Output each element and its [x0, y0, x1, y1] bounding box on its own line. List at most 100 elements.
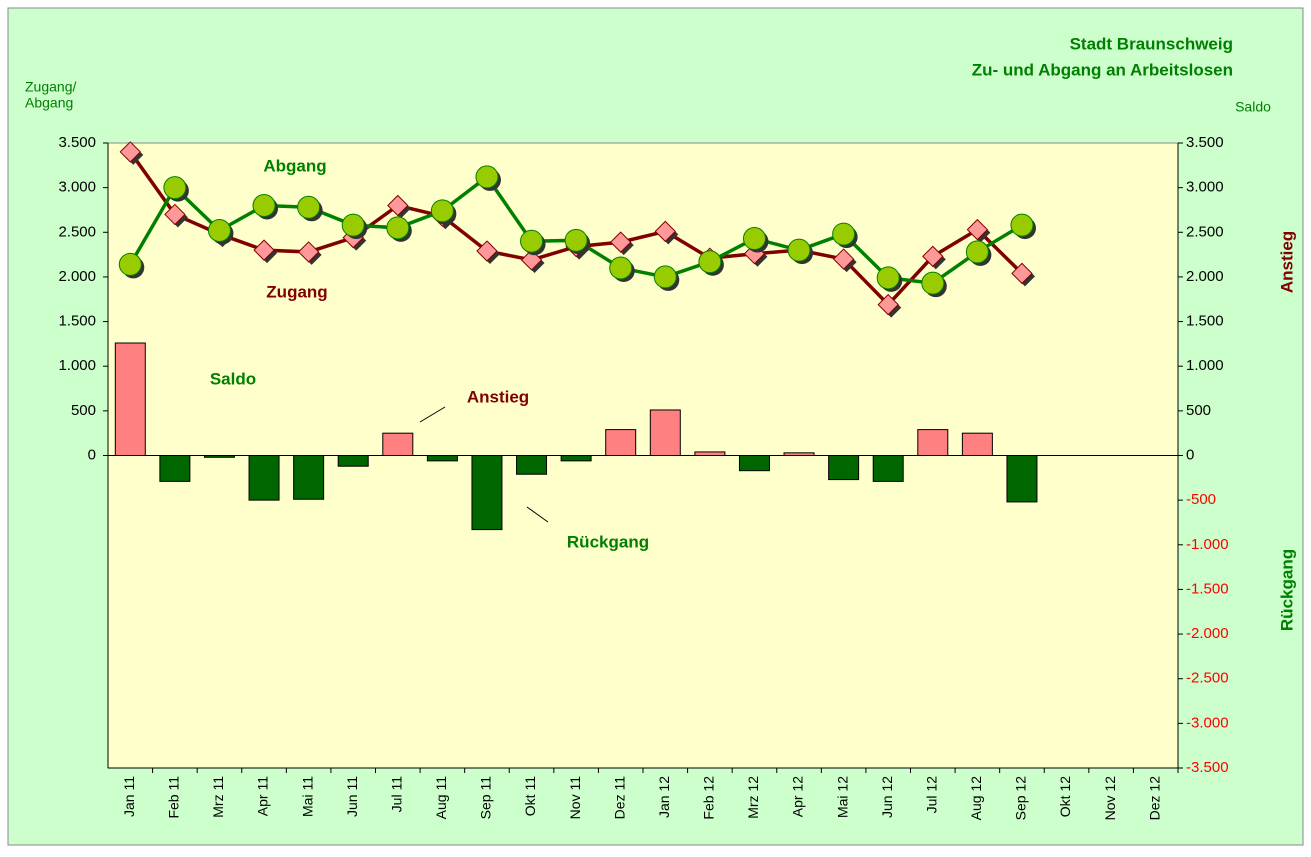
- marker: [476, 240, 498, 262]
- y-tick-label: 0: [88, 446, 96, 463]
- bar: [337, 455, 369, 467]
- y-tick-label: 500: [71, 402, 96, 419]
- y-axis-label: Abgang: [25, 95, 73, 111]
- chart-title: Zu- und Abgang an Arbeitslosen: [972, 60, 1233, 79]
- bar: [203, 455, 235, 458]
- x-tick-label: Okt 12: [1057, 776, 1073, 817]
- bar: [605, 429, 637, 457]
- y2-tick-label: -3.500: [1186, 759, 1229, 776]
- x-tick-label: Nov 12: [1102, 776, 1118, 821]
- x-tick-label: Nov 11: [567, 776, 583, 820]
- y-axis-label: Zugang/: [25, 79, 76, 95]
- annotation: Abgang: [263, 156, 326, 175]
- bar: [248, 455, 280, 501]
- marker: [118, 252, 142, 276]
- y-tick-label: 2.000: [58, 268, 96, 285]
- bar: [917, 429, 949, 457]
- marker: [386, 216, 410, 240]
- marker: [610, 231, 632, 253]
- bar: [114, 342, 146, 456]
- chart-title: Stadt Braunschweig: [1070, 34, 1233, 53]
- x-tick-label: Apr 11: [255, 776, 271, 816]
- x-tick-label: Apr 12: [790, 776, 806, 817]
- marker: [207, 219, 231, 242]
- pointer-line: [419, 406, 446, 423]
- bar: [560, 455, 592, 462]
- y-tick-label: 1.500: [58, 313, 96, 330]
- bar: [694, 451, 726, 456]
- x-tick-label: Aug 11: [433, 776, 449, 820]
- x-tick-label: Sep 11: [478, 776, 494, 820]
- y2-tick-label: -2.500: [1186, 670, 1229, 687]
- marker: [564, 228, 588, 252]
- bar: [828, 455, 860, 481]
- bar: [159, 455, 191, 482]
- y-tick-label: 2.500: [58, 223, 96, 240]
- x-tick-label: Jan 12: [656, 776, 672, 818]
- pointer-line: [526, 506, 549, 523]
- bar: [872, 455, 904, 482]
- marker: [654, 220, 676, 243]
- marker: [787, 238, 811, 262]
- y2-axis-label: Saldo: [1235, 99, 1271, 115]
- x-tick-label: Jun 11: [344, 776, 360, 817]
- marker: [966, 218, 989, 241]
- y2-tick-label: 2.000: [1186, 268, 1224, 285]
- y2-tick-label: 3.000: [1186, 179, 1224, 196]
- marker: [1010, 213, 1034, 237]
- marker: [341, 213, 365, 237]
- marker: [609, 256, 633, 280]
- marker: [965, 240, 989, 264]
- x-tick-label: Okt 11: [522, 776, 538, 816]
- x-tick-label: Jul 11: [388, 776, 404, 813]
- x-tick-label: Feb 11: [166, 776, 182, 819]
- x-tick-label: Aug 12: [968, 776, 984, 821]
- marker: [698, 250, 722, 274]
- marker: [475, 165, 499, 189]
- x-tick-label: Feb 12: [701, 776, 717, 820]
- y2-tick-label: -500: [1186, 491, 1216, 508]
- marker: [520, 229, 544, 253]
- bar: [738, 455, 770, 472]
- marker: [387, 194, 409, 217]
- annotation: Anstieg: [467, 387, 529, 406]
- marker: [832, 222, 856, 246]
- annotation: Zugang: [266, 282, 327, 301]
- side-label: Anstieg: [1277, 231, 1296, 293]
- x-tick-label: Mai 11: [299, 776, 315, 817]
- y2-tick-label: -2.000: [1186, 625, 1229, 642]
- marker: [253, 239, 275, 261]
- y-tick-label: 3.000: [58, 179, 96, 196]
- marker: [876, 266, 900, 290]
- bar: [783, 452, 815, 457]
- bar: [1006, 455, 1038, 503]
- y2-tick-label: 3.500: [1186, 134, 1224, 151]
- marker: [877, 293, 899, 316]
- y2-tick-label: -1.000: [1186, 536, 1229, 553]
- x-tick-label: Jul 12: [923, 776, 939, 814]
- marker: [430, 199, 454, 223]
- bar: [649, 409, 681, 457]
- y2-tick-label: -3.000: [1186, 714, 1229, 731]
- x-tick-label: Jan 11: [121, 776, 137, 817]
- marker: [653, 265, 677, 289]
- marker: [297, 195, 321, 219]
- marker: [921, 271, 945, 295]
- bar: [471, 455, 503, 531]
- x-tick-label: Mrz 12: [745, 776, 761, 819]
- y2-tick-label: 2.500: [1186, 223, 1224, 240]
- marker: [297, 241, 320, 263]
- y2-tick-label: 500: [1186, 402, 1211, 419]
- marker: [164, 203, 186, 226]
- y2-tick-label: 0: [1186, 446, 1194, 463]
- annotation: Saldo: [210, 369, 256, 388]
- bar: [516, 455, 548, 475]
- marker: [163, 176, 187, 200]
- x-tick-label: Jun 12: [879, 776, 895, 818]
- x-tick-label: Dez 11: [611, 776, 627, 820]
- bar: [961, 432, 993, 456]
- marker: [119, 141, 141, 163]
- marker: [922, 245, 944, 268]
- annotation: Rückgang: [567, 532, 649, 551]
